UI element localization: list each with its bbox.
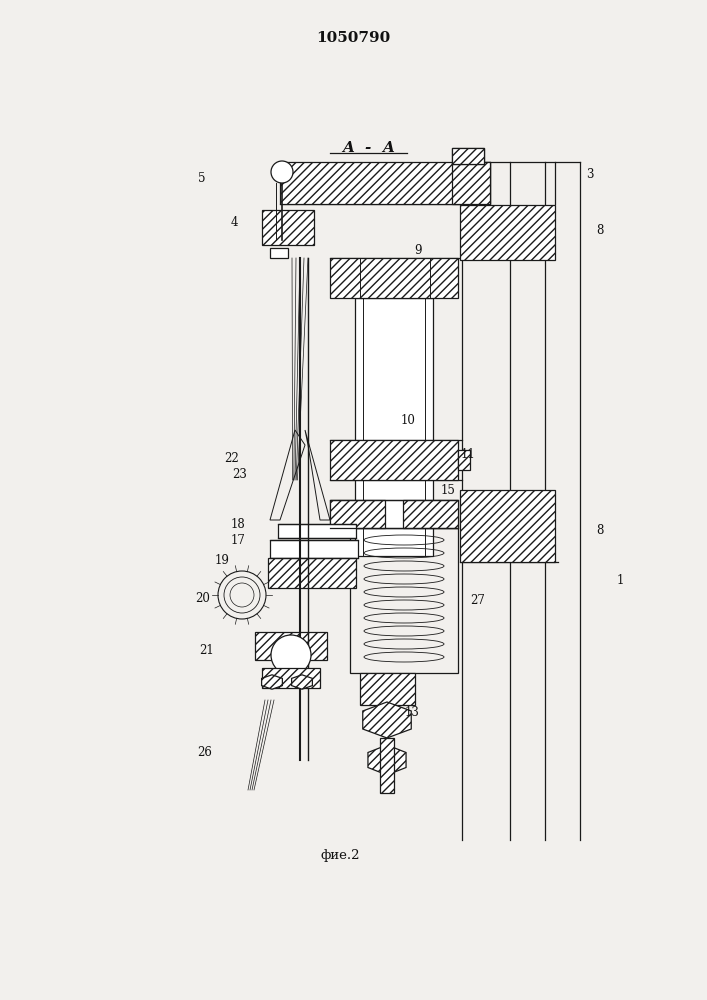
Polygon shape — [363, 702, 411, 738]
Bar — [355, 298, 433, 556]
Bar — [452, 148, 484, 164]
Bar — [460, 205, 555, 260]
Text: 1: 1 — [617, 574, 624, 586]
Text: 13: 13 — [404, 706, 419, 718]
Bar — [458, 450, 470, 470]
Bar — [262, 668, 320, 688]
Text: 18: 18 — [230, 518, 245, 532]
Bar — [330, 258, 458, 298]
Bar — [403, 500, 458, 528]
Bar — [380, 738, 394, 793]
Bar — [452, 148, 484, 164]
Text: A: A — [382, 141, 394, 155]
Text: 19: 19 — [214, 554, 230, 566]
Bar — [350, 528, 458, 673]
Text: -: - — [365, 141, 371, 155]
Text: 23: 23 — [233, 468, 247, 482]
Polygon shape — [291, 675, 312, 689]
Text: 17: 17 — [230, 534, 245, 546]
Text: 26: 26 — [197, 746, 212, 758]
Text: 10: 10 — [401, 414, 416, 426]
Bar — [255, 632, 327, 660]
Bar — [270, 248, 288, 258]
Bar — [278, 524, 356, 538]
Polygon shape — [368, 745, 406, 775]
Text: 8: 8 — [596, 224, 604, 236]
Bar — [280, 162, 490, 204]
Bar — [460, 490, 555, 562]
Text: 11: 11 — [461, 448, 475, 462]
Circle shape — [271, 161, 293, 183]
Text: 20: 20 — [196, 591, 211, 604]
Text: 22: 22 — [225, 452, 240, 464]
Bar — [360, 673, 415, 705]
Bar — [270, 540, 358, 558]
Text: 5: 5 — [198, 172, 206, 184]
Text: 4: 4 — [230, 216, 238, 229]
Text: A: A — [342, 141, 354, 155]
Text: 9: 9 — [414, 243, 422, 256]
Bar — [330, 500, 385, 528]
Text: фие.2: фие.2 — [320, 848, 360, 861]
Bar — [330, 500, 458, 528]
Bar — [452, 162, 490, 204]
Text: 21: 21 — [199, 644, 214, 656]
Bar — [330, 440, 458, 480]
Text: 27: 27 — [471, 593, 486, 606]
Text: 1050790: 1050790 — [316, 31, 390, 45]
Text: 3: 3 — [586, 168, 594, 182]
Text: 8: 8 — [596, 524, 604, 536]
Bar — [262, 210, 314, 245]
Text: 15: 15 — [440, 484, 455, 496]
Circle shape — [271, 635, 311, 675]
Polygon shape — [262, 675, 282, 689]
Bar — [268, 558, 356, 588]
